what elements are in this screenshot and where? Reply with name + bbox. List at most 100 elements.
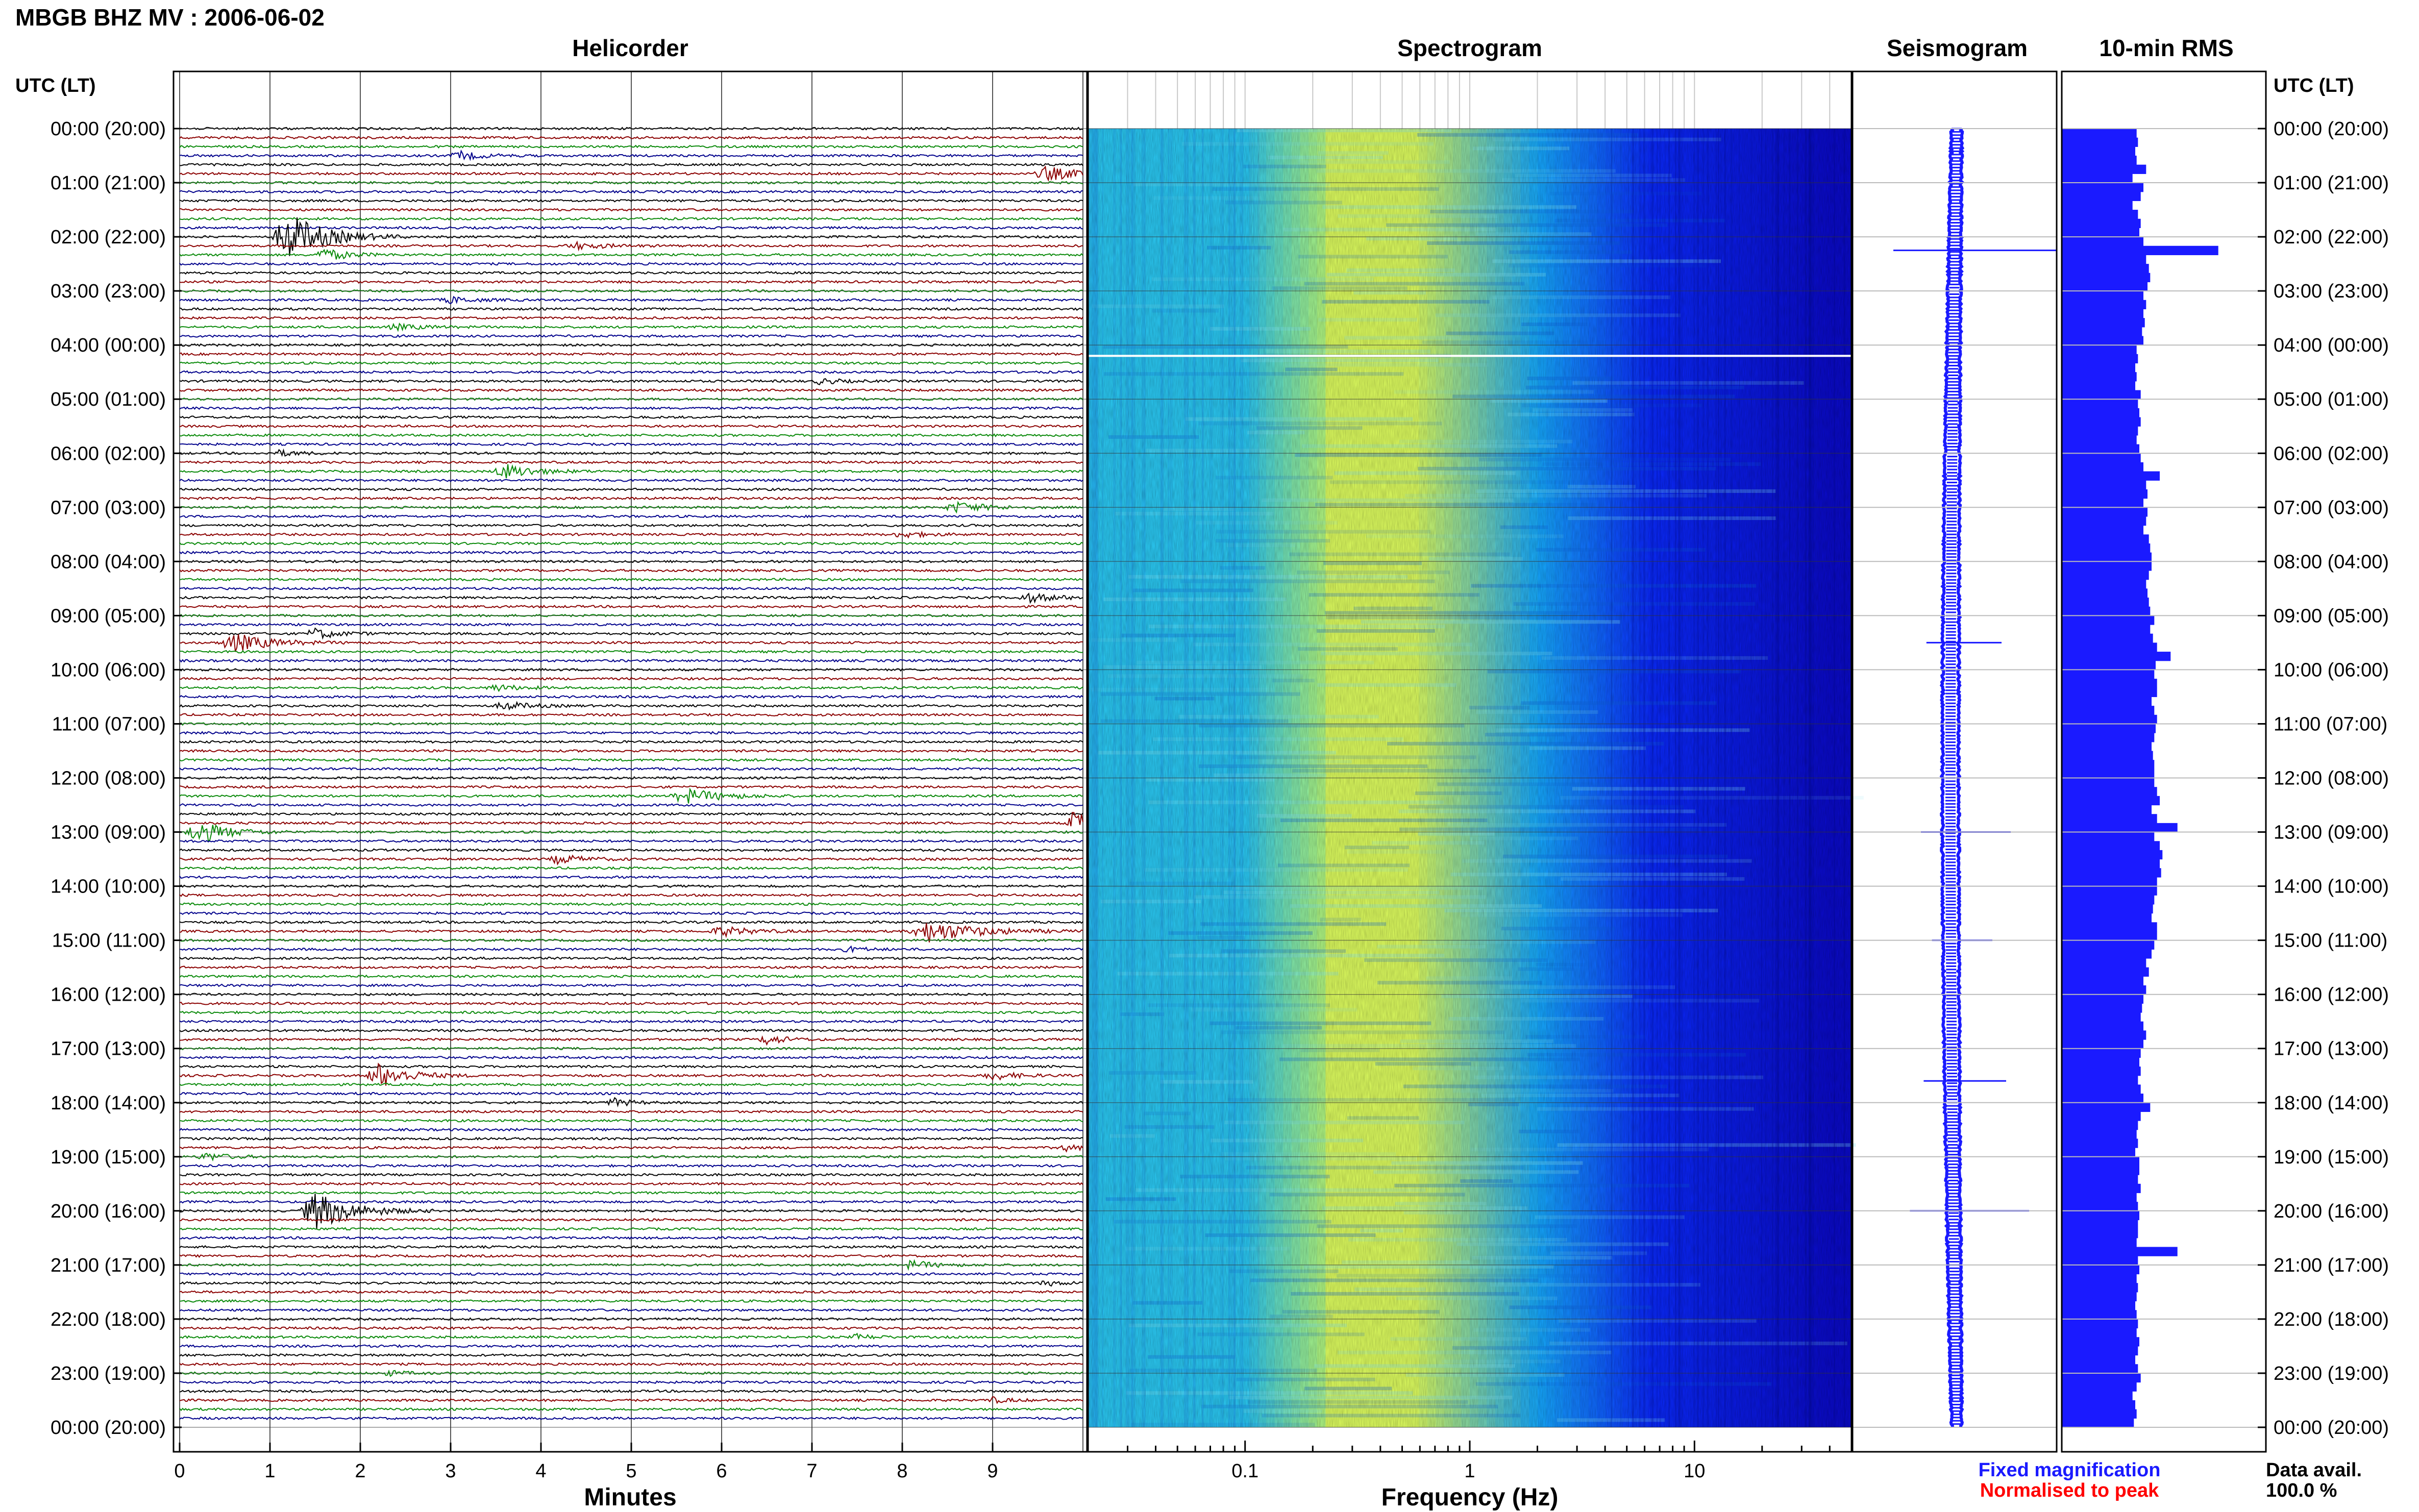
helicorder-trace xyxy=(179,343,1083,347)
rms-bar xyxy=(2062,156,2137,165)
helicorder-trace xyxy=(179,604,1083,609)
rms-bar xyxy=(2062,814,2157,824)
rms-bar xyxy=(2062,191,2141,201)
rms-bar xyxy=(2062,1057,2139,1067)
helicorder-trace xyxy=(179,884,1083,888)
rms-bar xyxy=(2062,228,2139,237)
rms-bar xyxy=(2062,309,2143,318)
rms-bar xyxy=(2062,1021,2143,1031)
rms-bar xyxy=(2062,291,2143,301)
helicorder-trace xyxy=(179,406,1083,410)
helicorder-trace xyxy=(179,352,1083,356)
helicorder-trace xyxy=(179,1362,1083,1366)
time-label-right: 05:00 (01:00) xyxy=(2274,389,2389,410)
helicorder-trace xyxy=(179,478,1083,482)
rms-bar xyxy=(2062,1409,2137,1419)
time-label-right: 21:00 (17:00) xyxy=(2274,1255,2389,1276)
rms-bar xyxy=(2062,282,2148,291)
helicorder-trace xyxy=(179,397,1083,401)
helicorder-title: Helicorder xyxy=(572,35,688,61)
rms-bar xyxy=(2062,1301,2135,1310)
time-label-left: 18:00 (14:00) xyxy=(51,1093,166,1114)
minutes-axis-label: Minutes xyxy=(584,1484,676,1511)
rms-bar xyxy=(2062,1048,2141,1058)
time-label-right: 13:00 (09:00) xyxy=(2274,822,2389,844)
rms-bar xyxy=(2062,390,2141,400)
helicorder-trace xyxy=(179,541,1083,546)
utc-label-right: UTC (LT) xyxy=(2274,75,2354,96)
rms-bar xyxy=(2062,1148,2135,1157)
rms-bar xyxy=(2062,1265,2139,1275)
helicorder-trace xyxy=(179,1173,1083,1177)
frequency-axis-label: Frequency (Hz) xyxy=(1381,1484,1559,1511)
rms-bar xyxy=(2062,850,2163,860)
helicorder-trace xyxy=(179,965,1083,970)
rms-bar xyxy=(2062,300,2146,310)
helicorder-trace xyxy=(179,893,1083,897)
helicorder-trace xyxy=(179,1272,1083,1276)
rms-bar xyxy=(2062,1129,2137,1139)
rms-bar xyxy=(2062,652,2171,661)
minutes-tick-label: 4 xyxy=(535,1460,546,1482)
frequency-tick-label: 1 xyxy=(1464,1460,1475,1482)
helicorder-trace xyxy=(179,514,1083,518)
rms-bar xyxy=(2062,940,2155,950)
rms-bar xyxy=(2062,1337,2139,1347)
helicorder-trace xyxy=(179,1019,1083,1024)
time-label-right: 12:00 (08:00) xyxy=(2274,768,2389,789)
helicorder-trace xyxy=(179,1055,1083,1060)
helicorder-trace xyxy=(179,388,1083,392)
time-label-right: 04:00 (00:00) xyxy=(2274,335,2389,356)
rms-bar xyxy=(2062,976,2143,986)
time-label-left: 17:00 (13:00) xyxy=(51,1038,166,1060)
helicorder-trace xyxy=(179,920,1083,925)
rms-bar xyxy=(2062,363,2135,373)
rms-bar xyxy=(2062,1111,2141,1121)
time-label-left: 13:00 (09:00) xyxy=(51,822,166,844)
rms-bar xyxy=(2062,706,2155,715)
helicorder-trace xyxy=(179,568,1083,573)
helicorder-trace xyxy=(179,144,1083,149)
rms-bar xyxy=(2062,1355,2135,1365)
helicorder-trace xyxy=(179,1136,1083,1141)
rms-bar xyxy=(2062,444,2139,454)
time-label-left: 06:00 (02:00) xyxy=(51,443,166,464)
helicorder-trace xyxy=(179,307,1083,311)
rms-bar xyxy=(2062,1364,2138,1374)
helicorder-trace xyxy=(179,1097,1083,1108)
rms-bar xyxy=(2062,697,2152,706)
helicorder-trace xyxy=(180,945,1083,954)
rms-bar xyxy=(2062,1075,2138,1085)
helicorder-trace xyxy=(179,627,1083,640)
rms-bar xyxy=(2062,137,2138,147)
rms-bar xyxy=(2062,625,2151,634)
helicorder-trace xyxy=(179,1200,1083,1204)
rms-bar xyxy=(2062,507,2148,517)
rms-bar xyxy=(2062,173,2133,183)
rms-bar xyxy=(2062,264,2149,274)
rms-bar xyxy=(2062,1012,2141,1022)
rms-bar xyxy=(2062,183,2143,192)
minutes-tick-label: 3 xyxy=(445,1460,456,1482)
time-label-left: 02:00 (22:00) xyxy=(51,227,166,248)
time-label-left: 20:00 (16:00) xyxy=(51,1201,166,1222)
rms-bar xyxy=(2062,1237,2137,1248)
helicorder-trace xyxy=(179,316,1083,320)
helicorder-trace xyxy=(179,370,1083,374)
rms-bar xyxy=(2062,1003,2142,1013)
helicorder-trace xyxy=(179,1062,1083,1086)
rms-bar xyxy=(2062,642,2157,652)
time-label-right: 09:00 (05:00) xyxy=(2274,605,2389,627)
helicorder-trace xyxy=(179,848,1083,852)
rms-bar xyxy=(2062,1346,2138,1356)
helicorder-trace xyxy=(179,586,1083,591)
rms-bar xyxy=(2062,489,2148,499)
rms-bar xyxy=(2062,462,2143,472)
time-label-right: 02:00 (22:00) xyxy=(2274,227,2389,248)
time-label-left: 22:00 (18:00) xyxy=(51,1309,166,1330)
rms-bar xyxy=(2062,787,2157,797)
helicorder-trace xyxy=(179,956,1083,960)
rms-bar xyxy=(2062,327,2142,337)
